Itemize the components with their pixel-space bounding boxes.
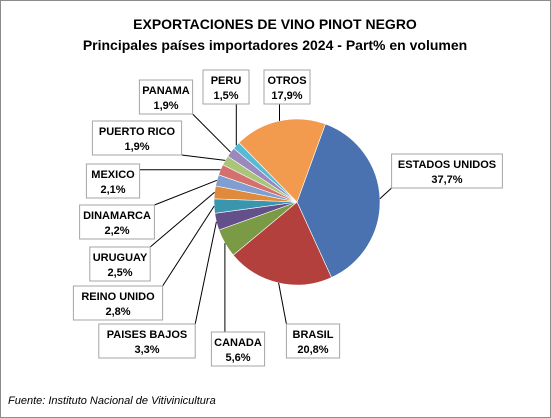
data-label-dinamarca: DINAMARCA 2,2%: [79, 204, 155, 240]
data-label-box: [138, 79, 194, 115]
data-label-reino-unido: REINO UNIDO 2,8%: [72, 285, 164, 321]
slice-value-label: 20,8%: [297, 344, 328, 356]
data-label-box: [79, 204, 155, 240]
data-label-box: [263, 69, 311, 105]
leader-line: [154, 179, 218, 206]
data-label-uruguay: URUGUAY 2,5%: [89, 246, 151, 282]
slice-name-label: PAISES BAJOS: [107, 329, 188, 341]
leader-line: [194, 221, 217, 325]
data-label-box: [85, 163, 141, 199]
data-label-panama: PANAMA 1,9%: [138, 79, 194, 115]
slice-name-label: PANAMA: [142, 85, 190, 97]
slice-value-label: 2,5%: [107, 267, 132, 279]
data-label-box: [89, 246, 151, 282]
slice-value-label: 2,2%: [104, 225, 129, 237]
leader-line: [379, 187, 392, 200]
data-label-box: [391, 153, 503, 189]
data-labels: ESTADOS UNIDOS 37,7% BRASIL 20,8% CANADA 5,6%…: [72, 69, 503, 367]
data-label-box: [91, 120, 183, 156]
data-label-peru: PERU 1,5%: [202, 69, 250, 105]
data-label-box: [98, 323, 196, 359]
leader-lines: [139, 104, 392, 332]
pie-slice-otros: [238, 118, 326, 203]
slice-name-label: MEXICO: [91, 169, 135, 181]
slice-value-label: 2,1%: [100, 184, 125, 196]
leader-line: [192, 113, 231, 153]
slice-name-label: BRASIL: [293, 329, 334, 341]
data-label-paises-bajos: PAISES BAJOS 3,3%: [98, 323, 196, 359]
slice-name-label: PUERTO RICO: [99, 126, 176, 138]
data-label-estados-unidos: ESTADOS UNIDOS 37,7%: [391, 153, 503, 189]
slice-name-label: URUGUAY: [93, 252, 148, 264]
slice-value-label: 5,6%: [225, 352, 250, 364]
chart-subtitle: Principales países importadores 2024 - P…: [83, 37, 467, 53]
slice-name-label: DINAMARCA: [83, 210, 151, 222]
slice-value-label: 3,3%: [134, 344, 159, 356]
pie-slices: [213, 118, 381, 286]
slice-value-label: 17,9%: [271, 90, 302, 102]
slice-value-label: 1,9%: [124, 141, 149, 153]
slice-name-label: REINO UNIDO: [81, 291, 155, 303]
slice-value-label: 2,8%: [105, 306, 130, 318]
leader-line: [162, 205, 215, 287]
data-label-puerto-rico: PUERTO RICO 1,9%: [91, 120, 183, 156]
slice-name-label: CANADA: [214, 337, 262, 349]
leader-line: [181, 154, 226, 161]
data-label-box: [285, 323, 341, 359]
leader-line: [149, 191, 215, 248]
slice-name-label: PERU: [211, 75, 242, 87]
data-label-box: [72, 285, 164, 321]
pie-slice-brasil: [232, 201, 332, 286]
data-label-box: [202, 69, 250, 105]
data-label-otros: OTROS 17,9%: [263, 69, 311, 105]
slice-name-label: ESTADOS UNIDOS: [398, 159, 496, 171]
slice-value-label: 37,7%: [431, 174, 462, 186]
leader-line: [278, 282, 287, 325]
chart-title: EXPORTACIONES DE VINO PINOT NEGRO: [133, 16, 417, 32]
slice-name-label: OTROS: [267, 75, 306, 87]
data-label-mexico: MEXICO 2,1%: [85, 163, 141, 199]
slice-value-label: 1,9%: [153, 100, 178, 112]
slice-value-label: 1,5%: [213, 90, 238, 102]
data-label-box: [210, 331, 266, 367]
data-label-brasil: BRASIL 20,8%: [285, 323, 341, 359]
source-note: Fuente: Instituto Nacional de Vitivinicu…: [8, 395, 216, 407]
data-label-canada: CANADA 5,6%: [210, 331, 266, 367]
